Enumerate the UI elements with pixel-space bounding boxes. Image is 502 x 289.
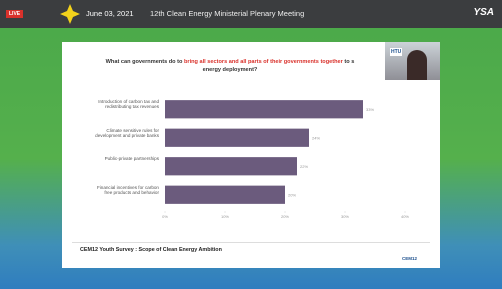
logo-star [60,4,80,24]
live-badge: LIVE [6,10,23,18]
x-tick-label: 30% [341,214,349,219]
logo: YSA [473,7,494,18]
x-tick-label: 20% [281,214,289,219]
slide: What can governments do to bring all sec… [62,42,440,268]
event-title: 12th Clean Energy Ministerial Plenary Me… [150,9,304,18]
bar [165,186,285,204]
value-label: 33% [366,107,374,112]
bar [165,129,309,147]
x-tick-label: 40% [401,214,409,219]
bar [165,157,297,175]
divider [72,242,430,243]
x-tick-label: 0% [162,214,168,219]
value-label: 20% [288,192,296,197]
screen: LIVE June 03, 2021 12th Clean Energy Min… [0,0,502,289]
category-label: Public-private partnerships [89,156,159,161]
category-label: Introduction of carbon tax and redistrib… [89,99,159,109]
x-tick-label: 10% [221,214,229,219]
date: June 03, 2021 [86,9,134,18]
value-label: 24% [312,135,320,140]
top-bar: LIVE June 03, 2021 12th Clean Energy Min… [0,0,502,28]
category-label: Climate sensitive rules for development … [89,128,159,138]
footer-logo: CEM12 [402,256,417,261]
footer: CEM12 Youth Survey : Scope of Clean Ener… [80,247,222,253]
chart: 0% 10% 20% 30% 40% 33% 24% 22% 20% [62,42,440,242]
category-label: Financial incentives for carbon free pro… [89,185,159,195]
bar [165,100,363,118]
value-label: 22% [300,164,308,169]
